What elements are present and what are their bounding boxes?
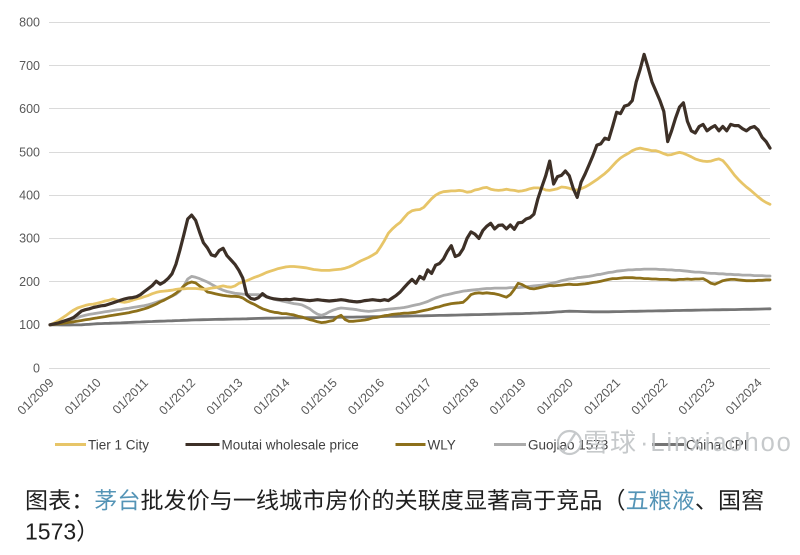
svg-text:600: 600 [19, 102, 40, 116]
svg-text:700: 700 [19, 59, 40, 73]
svg-text:0: 0 [33, 361, 40, 375]
svg-text:China CPI: China CPI [686, 437, 748, 452]
svg-text:100: 100 [19, 318, 40, 332]
svg-text:500: 500 [19, 145, 40, 159]
svg-text:400: 400 [19, 189, 40, 203]
svg-text:Tier 1 City: Tier 1 City [88, 437, 149, 452]
svg-text:Moutai wholesale price: Moutai wholesale price [222, 437, 359, 452]
svg-text:800: 800 [19, 16, 40, 30]
svg-text:300: 300 [19, 232, 40, 246]
svg-text:200: 200 [19, 275, 40, 289]
svg-text:1573: 1573 [25, 519, 76, 545]
svg-text:WLY: WLY [428, 437, 456, 452]
svg-text:·Linxiaohoo: ·Linxiaohoo [640, 429, 793, 457]
